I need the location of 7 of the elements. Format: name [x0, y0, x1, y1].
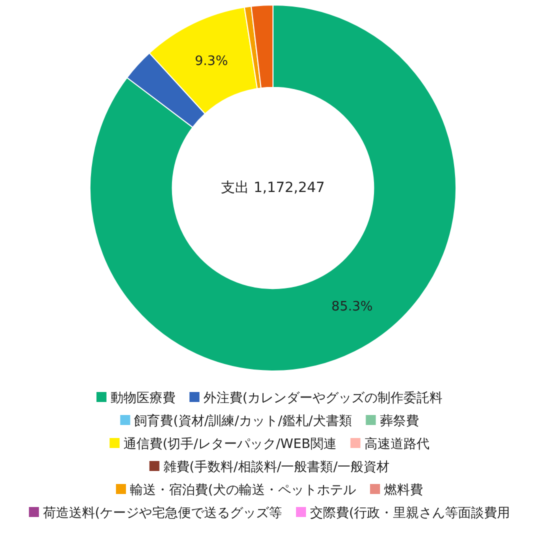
data-label: 9.3%	[194, 54, 228, 70]
data-label: 85.3%	[331, 300, 373, 315]
legend-label: 燃料費	[384, 483, 424, 498]
legend-label: 高速道路代	[364, 436, 430, 452]
legend-label: 動物医療費	[110, 391, 176, 406]
text: 支出 1,172,247	[221, 180, 325, 196]
legend-label: 葬祭費	[380, 414, 419, 429]
